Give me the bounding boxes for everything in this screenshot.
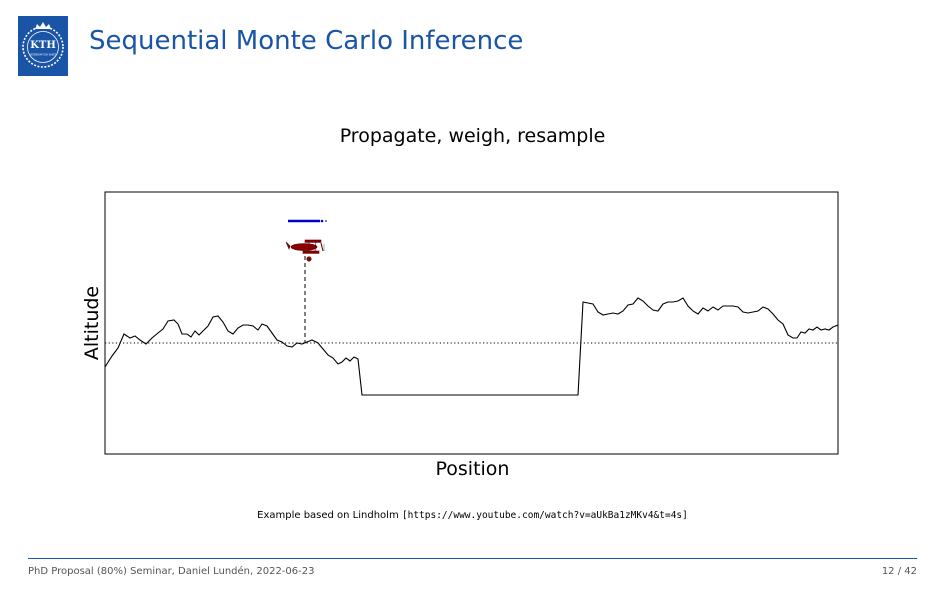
- figure-caption: Example based on Lindholm [https://www.y…: [0, 510, 945, 521]
- terrain-line: [105, 298, 838, 395]
- footer-divider: [28, 558, 917, 559]
- page-number: 12 / 42: [882, 566, 917, 577]
- caption-text: Example based on Lindholm: [257, 510, 402, 521]
- footer-info: PhD Proposal (80%) Seminar, Daniel Lundé…: [28, 566, 314, 577]
- caption-url[interactable]: [https://www.youtube.com/watch?v=aUkBa1z…: [402, 510, 688, 521]
- y-axis-label: Altitude: [81, 286, 103, 360]
- x-axis-label: Position: [0, 458, 945, 480]
- particle-cloud: [288, 220, 327, 223]
- plot-frame: [105, 192, 838, 454]
